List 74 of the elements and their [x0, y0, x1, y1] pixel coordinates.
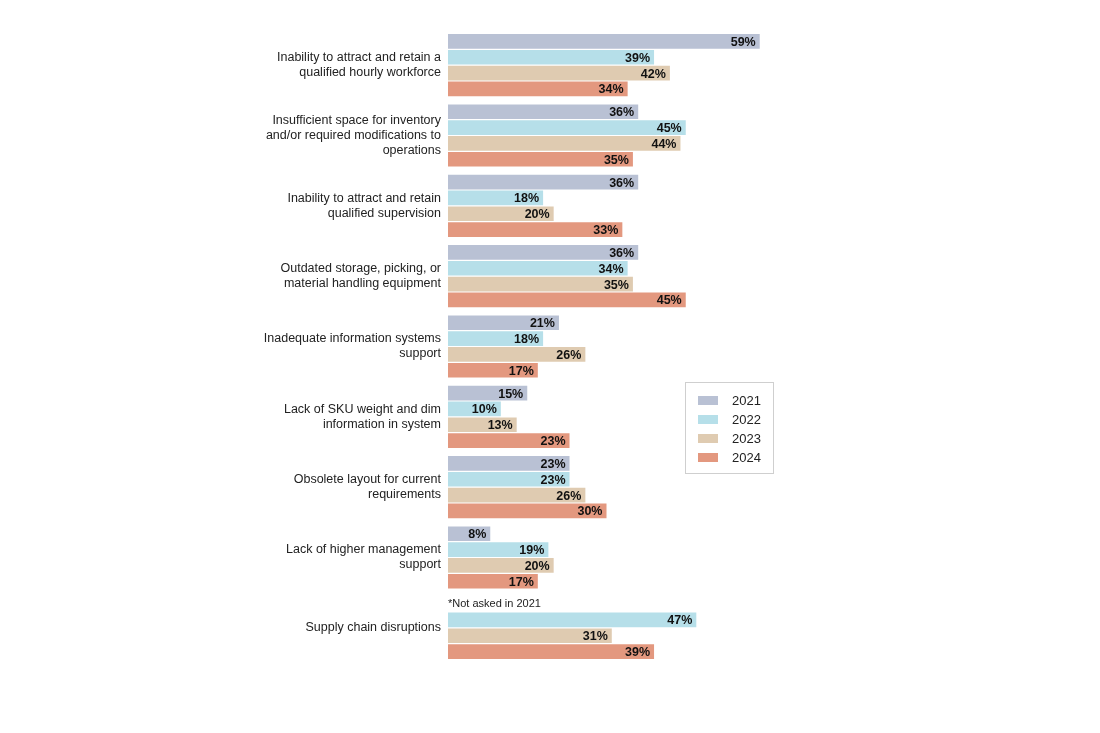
bar: [448, 151, 633, 167]
y-tick-label: Inability to attract and retain qualified supervision: [287, 190, 442, 220]
data-label: 45%: [656, 293, 682, 308]
data-label: 23%: [540, 456, 566, 471]
bar: [448, 206, 554, 222]
y-tick-label: Inability to attract and retain a qualified hourly workforce: [277, 50, 442, 80]
y-tick-label: Supply chain disruptions: [305, 620, 441, 635]
y-tick-label: Lack of higher management support: [286, 542, 442, 572]
y-tick-label: Lack of SKU weight and dim information in system: [283, 401, 441, 431]
data-label: 36%: [609, 105, 635, 120]
data-label: 26%: [556, 488, 582, 503]
bar: [448, 104, 639, 120]
data-label: 13%: [487, 418, 513, 433]
bar: [448, 628, 612, 644]
data-label: 15%: [498, 386, 524, 401]
data-label: 18%: [514, 332, 540, 347]
data-label: 30%: [577, 504, 603, 519]
data-label: 36%: [609, 245, 635, 260]
bar: [448, 612, 697, 628]
bar: [448, 120, 686, 135]
y-tick-label: Obsolete layout for current requirements: [293, 472, 442, 502]
data-label: 18%: [514, 191, 540, 206]
data-label: 36%: [609, 175, 635, 190]
legend-label: 2024: [732, 449, 761, 465]
legend-label: 2023: [732, 430, 761, 446]
y-tick-label: Inadequate information systems support: [263, 331, 442, 361]
bar: [448, 362, 538, 378]
bar: [448, 315, 559, 331]
bar: [448, 456, 570, 471]
data-label: 39%: [625, 645, 651, 660]
data-label: 20%: [524, 558, 550, 573]
data-label: 23%: [540, 472, 566, 487]
data-label: 19%: [519, 543, 545, 558]
data-label: 34%: [598, 261, 624, 276]
data-label: 42%: [640, 66, 666, 81]
data-label: 8%: [468, 527, 487, 542]
data-label: 21%: [529, 316, 555, 331]
legend-label: 2022: [732, 411, 761, 427]
bar: [448, 644, 655, 659]
data-label: 33%: [593, 223, 619, 238]
data-label: 20%: [524, 207, 550, 222]
data-label: 39%: [625, 50, 651, 65]
bar: [448, 136, 681, 151]
bar: [448, 331, 544, 346]
data-label: 59%: [730, 34, 756, 49]
bar: [448, 347, 586, 362]
bar: [448, 222, 623, 237]
bar: [448, 34, 760, 49]
data-label: 35%: [603, 277, 629, 292]
legend-label: 2021: [732, 392, 761, 408]
annotation: *Not asked in 2021: [448, 597, 541, 610]
data-label: 35%: [603, 152, 629, 167]
bar: [448, 573, 538, 589]
y-tick-label: Insufficient space for inventory and/or required modifications to operations: [265, 112, 442, 157]
bar: [448, 245, 639, 260]
data-label: 17%: [508, 363, 534, 378]
bar: [448, 49, 655, 65]
data-label: 31%: [582, 629, 608, 644]
data-label: 23%: [540, 434, 566, 449]
data-label: 45%: [656, 121, 682, 136]
bar: [448, 433, 570, 448]
data-label: 47%: [667, 613, 693, 628]
bar: [448, 292, 686, 308]
data-label: 10%: [471, 402, 497, 417]
bar: [448, 260, 628, 276]
data-label: 26%: [556, 347, 582, 362]
y-tick-label: Outdated storage, picking, or material handling equipment: [280, 261, 442, 291]
bar: [448, 65, 670, 81]
data-label: 17%: [508, 574, 534, 589]
data-label: 34%: [598, 82, 624, 97]
bar: [448, 558, 554, 573]
bar: [448, 542, 549, 557]
bar: [448, 471, 570, 487]
data-label: 44%: [651, 136, 677, 151]
